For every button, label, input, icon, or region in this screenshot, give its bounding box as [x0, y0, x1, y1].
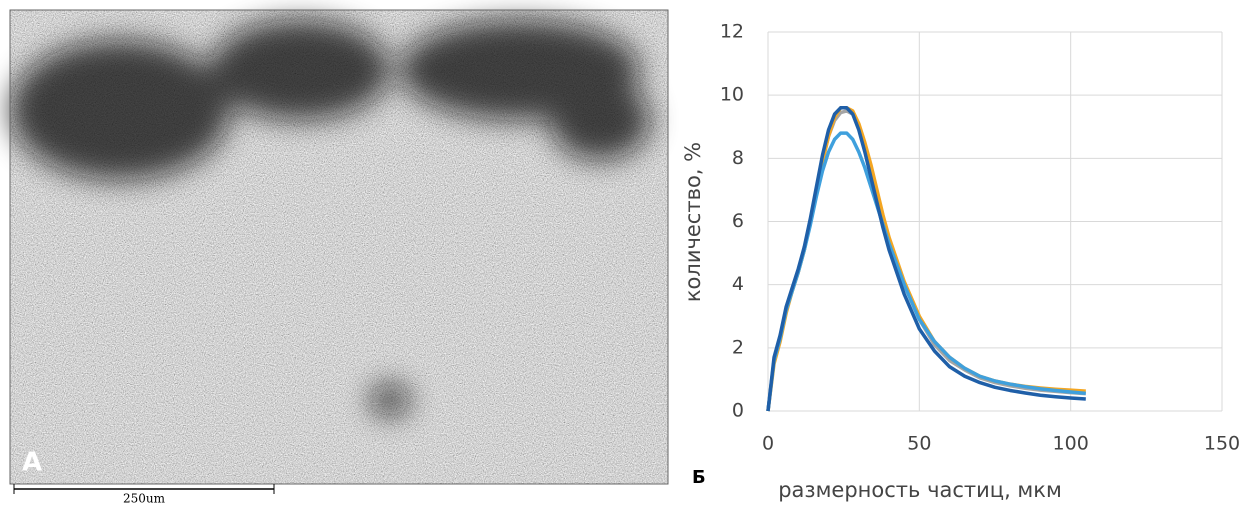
y-tick-label: 10: [720, 84, 744, 106]
scale-bar-label: 250um: [123, 492, 166, 506]
series-line: [766, 131, 1086, 412]
y-tick-label: 12: [720, 21, 744, 43]
panel-label: Б: [692, 467, 706, 488]
x-tick-label: 0: [762, 433, 774, 455]
y-axis-label: количество, %: [681, 142, 705, 302]
series-line: [766, 106, 1086, 412]
series-line: [766, 106, 1086, 412]
y-tick-label: 6: [732, 210, 744, 232]
x-tick-label: 100: [1053, 433, 1089, 455]
y-tick-label: 2: [732, 336, 744, 358]
y-tick-label: 8: [732, 147, 744, 169]
x-axis-label: размерность частиц, мкм: [778, 478, 1062, 502]
series-line: [766, 109, 1086, 412]
y-tick-label: 0: [732, 400, 744, 422]
panel-label: А: [22, 448, 42, 478]
sem-image: А: [9, 9, 669, 485]
x-tick-label: 50: [907, 433, 931, 455]
x-tick-label: 150: [1204, 433, 1240, 455]
y-tick-label: 4: [732, 273, 744, 295]
